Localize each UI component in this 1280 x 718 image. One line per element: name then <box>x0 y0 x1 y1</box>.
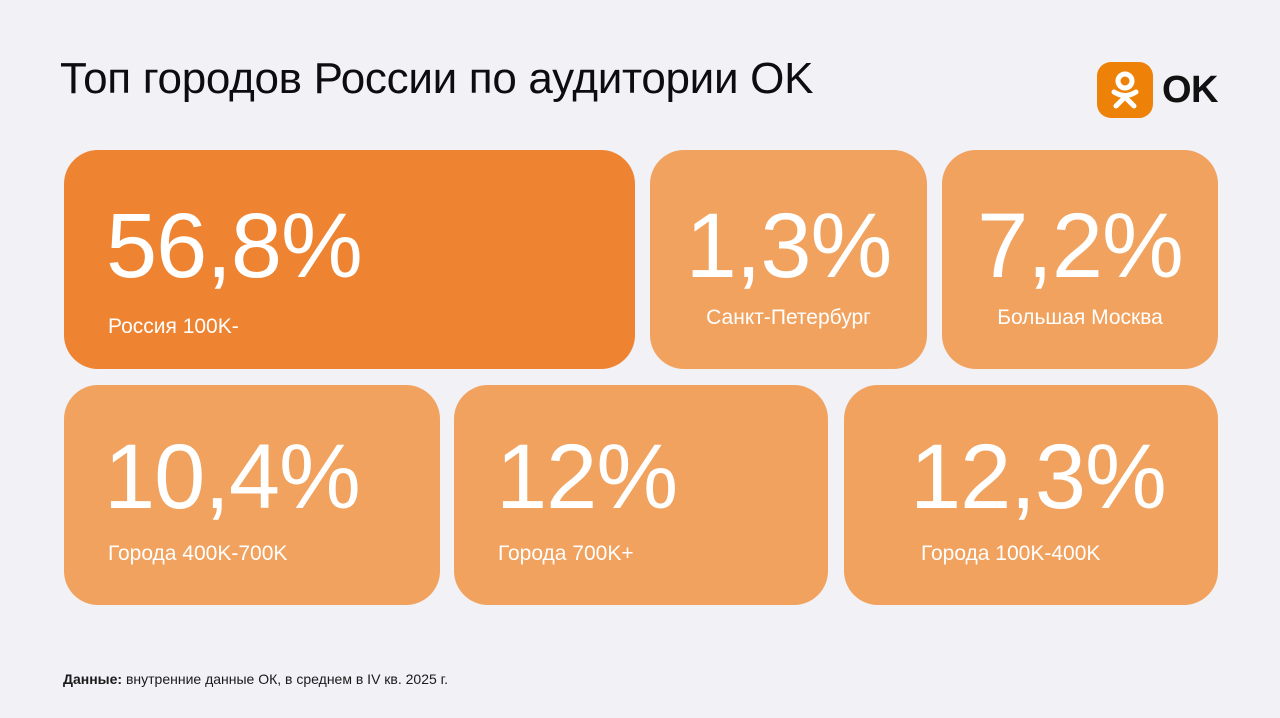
stat-value: 10,4% <box>104 426 361 528</box>
stat-card-spb: 1,3% Санкт-Петербург <box>650 150 927 369</box>
footnote-text: внутренние данные ОК, в среднем в IV кв.… <box>122 671 448 687</box>
odnoklassniki-icon <box>1097 62 1153 118</box>
stat-value: 7,2% <box>977 195 1184 297</box>
stat-value: 12% <box>496 426 678 528</box>
stat-label: Россия 100K- <box>108 315 239 338</box>
logo-text: OK <box>1162 68 1219 111</box>
stat-card-700k-plus: 12% Города 700K+ <box>454 385 828 605</box>
stat-label: Санкт-Петербург <box>706 306 871 329</box>
stat-value: 1,3% <box>685 195 893 297</box>
stat-card-100k-400k: 12,3% Города 100K-400K <box>844 385 1218 605</box>
stat-card-moscow: 7,2% Большая Москва <box>942 150 1218 369</box>
footnote-label: Данные: <box>63 671 123 687</box>
stat-label: Города 700K+ <box>498 542 634 565</box>
stat-card-400k-700k: 10,4% Города 400K-700K <box>64 385 440 605</box>
stat-label: Города 400K-700K <box>108 542 288 565</box>
stat-label: Большая Москва <box>997 306 1163 329</box>
stat-value: 56,8% <box>106 195 363 297</box>
stat-label: Города 100K-400K <box>921 542 1101 565</box>
stat-value: 12,3% <box>910 426 1167 528</box>
data-source-footnote: Данные: внутренние данные ОК, в среднем … <box>63 671 448 687</box>
stat-card-russia: 56,8% Россия 100K- <box>64 150 635 369</box>
page-title: Топ городов России по аудитории OK <box>60 54 814 103</box>
ok-logo: OK <box>1097 62 1219 118</box>
